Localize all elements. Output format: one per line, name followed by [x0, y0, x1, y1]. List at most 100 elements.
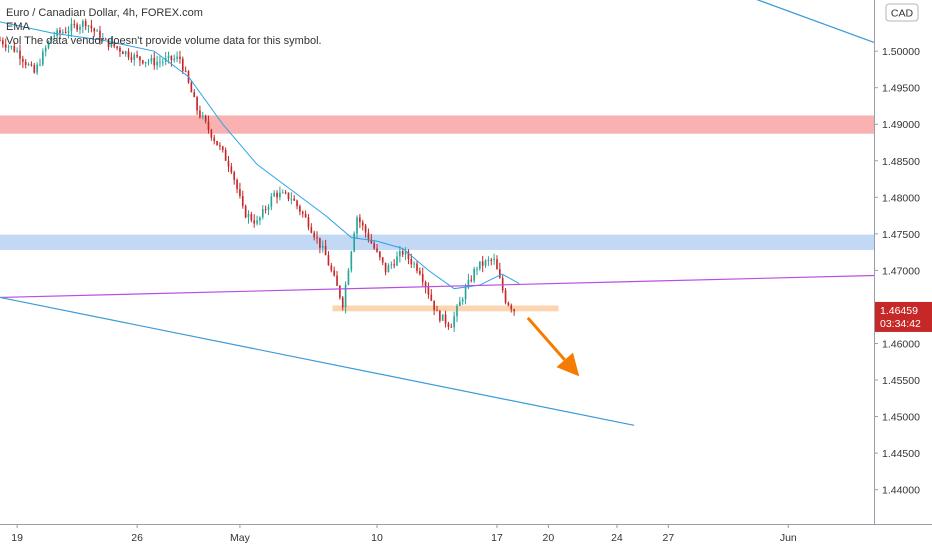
candle-body[interactable] — [381, 257, 384, 263]
candle-body[interactable] — [396, 256, 398, 266]
candle-body[interactable] — [299, 206, 301, 212]
candle-body[interactable] — [39, 64, 41, 66]
candle-body[interactable] — [321, 245, 324, 248]
candle-body[interactable] — [47, 41, 50, 48]
candle-body[interactable] — [336, 275, 338, 286]
candle-body[interactable] — [44, 47, 47, 52]
candle-body[interactable] — [456, 305, 458, 317]
candle-body[interactable] — [190, 82, 193, 93]
candle-body[interactable] — [350, 251, 353, 271]
candle-body[interactable] — [16, 50, 18, 52]
candle-body[interactable] — [184, 70, 187, 72]
candle-body[interactable] — [384, 262, 387, 273]
candle-body[interactable] — [22, 58, 24, 62]
candle-body[interactable] — [27, 64, 30, 66]
candle-body[interactable] — [310, 227, 313, 233]
candle-body[interactable] — [104, 38, 107, 40]
candle-body[interactable] — [173, 58, 176, 61]
candle-body[interactable] — [427, 287, 430, 295]
candle-body[interactable] — [144, 62, 147, 64]
candle-body[interactable] — [330, 265, 333, 271]
candle-body[interactable] — [199, 110, 201, 117]
candle-body[interactable] — [316, 237, 318, 239]
candle-body[interactable] — [19, 50, 21, 59]
candle-body[interactable] — [419, 270, 421, 274]
candle-body[interactable] — [407, 251, 410, 259]
candle-body[interactable] — [473, 269, 475, 281]
candle-body[interactable] — [56, 30, 58, 37]
candle-body[interactable] — [327, 255, 330, 266]
candle-body[interactable] — [379, 251, 381, 258]
candle-body[interactable] — [70, 23, 73, 32]
candle-body[interactable] — [7, 46, 10, 48]
trendline-purple[interactable] — [0, 274, 875, 299]
zone-support[interactable] — [332, 305, 559, 312]
candle-body[interactable] — [244, 205, 247, 218]
candle-body[interactable] — [259, 217, 261, 221]
candle-body[interactable] — [284, 192, 287, 194]
candle-body[interactable] — [136, 54, 138, 57]
candle-body[interactable] — [413, 263, 415, 265]
candle-body[interactable] — [461, 299, 464, 302]
candle-body[interactable] — [341, 297, 344, 308]
candle-body[interactable] — [130, 57, 133, 60]
currency-badge[interactable] — [885, 3, 919, 22]
candle-body[interactable] — [179, 56, 181, 59]
candle-body[interactable] — [82, 21, 84, 27]
candle-body[interactable] — [399, 251, 401, 257]
candle-body[interactable] — [416, 263, 418, 271]
candle-body[interactable] — [296, 200, 298, 207]
candle-body[interactable] — [370, 239, 373, 244]
candle-body[interactable] — [216, 141, 218, 146]
candle-body[interactable] — [67, 31, 70, 33]
candle-body[interactable] — [219, 145, 221, 147]
zone-resistance[interactable] — [0, 115, 874, 134]
candle-body[interactable] — [490, 259, 493, 261]
candle-body[interactable] — [353, 233, 355, 252]
candle-body[interactable] — [2, 40, 4, 45]
candle-body[interactable] — [410, 258, 413, 265]
candle-body[interactable] — [390, 264, 393, 266]
candle-body[interactable] — [487, 259, 490, 261]
candle-body[interactable] — [62, 32, 64, 34]
candle-body[interactable] — [84, 21, 87, 27]
candle-body[interactable] — [347, 270, 350, 285]
candle-body[interactable] — [119, 47, 121, 52]
candle-body[interactable] — [42, 51, 44, 65]
candle-body[interactable] — [344, 284, 347, 308]
candle-body[interactable] — [101, 38, 104, 41]
candle-body[interactable] — [476, 268, 478, 270]
candle-body[interactable] — [79, 26, 81, 30]
candle-body[interactable] — [96, 30, 98, 32]
candle-body[interactable] — [481, 261, 484, 266]
candle-body[interactable] — [133, 54, 136, 60]
candle-body[interactable] — [430, 294, 433, 301]
candle-body[interactable] — [279, 192, 281, 198]
candle-body[interactable] — [241, 196, 244, 206]
candle-body[interactable] — [127, 51, 130, 58]
candle-body[interactable] — [287, 192, 290, 199]
candle-body[interactable] — [247, 214, 250, 218]
candle-body[interactable] — [64, 32, 67, 34]
candle-body[interactable] — [87, 25, 90, 27]
candle-body[interactable] — [436, 310, 438, 312]
ema-indicator-label[interactable]: EMA — [6, 21, 30, 33]
candle-body[interactable] — [313, 232, 316, 238]
candle-body[interactable] — [213, 137, 216, 142]
candle-body[interactable] — [73, 23, 76, 25]
time-axis-panel[interactable] — [0, 524, 932, 550]
candle-body[interactable] — [290, 198, 293, 200]
candle-body[interactable] — [76, 24, 78, 30]
candle-body[interactable] — [93, 28, 96, 32]
candle-body[interactable] — [276, 192, 278, 198]
candle-body[interactable] — [150, 57, 153, 62]
candle-body[interactable] — [504, 290, 507, 303]
candle-body[interactable] — [484, 260, 487, 266]
candle-body[interactable] — [207, 121, 210, 130]
candle-body[interactable] — [161, 61, 164, 63]
candle-body[interactable] — [267, 206, 270, 210]
candle-body[interactable] — [464, 287, 467, 300]
candle-body[interactable] — [201, 115, 204, 117]
candle-body[interactable] — [424, 282, 427, 288]
candle-body[interactable] — [124, 51, 127, 55]
